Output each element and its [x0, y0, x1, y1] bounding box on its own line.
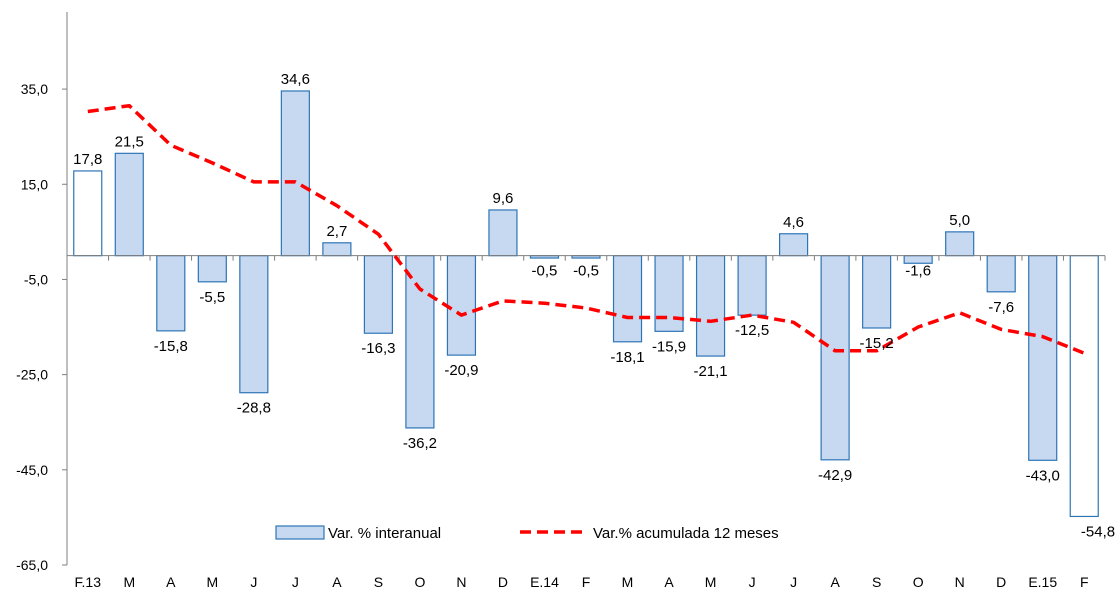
data-label: -0,5 [532, 263, 558, 280]
bar [322, 242, 352, 257]
bar [778, 233, 809, 257]
x-tick-label: E.14 [530, 574, 559, 590]
x-tick-label: N [456, 574, 466, 590]
x-tick-label: M [206, 574, 218, 590]
data-label: -28,8 [237, 400, 271, 417]
x-tick-label: M [622, 574, 634, 590]
data-label: -7,6 [988, 299, 1014, 316]
legend-label-acumulada: Var.% acumulada 12 meses [593, 525, 779, 542]
bar [446, 255, 477, 356]
data-label: -21,1 [693, 363, 727, 380]
bar [197, 255, 227, 283]
data-label: 5,0 [949, 212, 970, 229]
x-tick-label: E.15 [1028, 574, 1057, 590]
data-label: -15,8 [154, 338, 188, 355]
x-tick-label: M [123, 574, 135, 590]
x-tick-label: F.13 [75, 574, 102, 590]
bar [737, 255, 767, 316]
bar [862, 255, 892, 329]
x-tick-label: A [664, 574, 674, 590]
bar [612, 255, 643, 343]
bar [1028, 255, 1058, 461]
x-tick-label: J [790, 574, 797, 590]
data-label: -1,6 [905, 263, 931, 280]
bar [488, 209, 518, 257]
y-tick-label: -45,0 [16, 462, 48, 478]
x-tick-label: F [582, 574, 591, 590]
y-tick-label: 15,0 [21, 176, 48, 192]
data-label: -43,0 [1026, 467, 1060, 484]
x-tick-label: J [250, 574, 257, 590]
data-label: -16,3 [361, 340, 395, 357]
x-tick-label: A [332, 574, 342, 590]
data-label: -5,5 [199, 289, 225, 306]
bar [73, 170, 103, 257]
y-tick-label: -65,0 [16, 557, 48, 573]
data-label: -42,9 [818, 467, 852, 484]
y-tick-label: -25,0 [16, 367, 48, 383]
x-tick-label: A [166, 574, 176, 590]
data-label: -12,5 [735, 322, 769, 339]
data-label: 21,5 [115, 133, 144, 150]
data-label: -36,2 [403, 435, 437, 452]
x-tick-label: S [374, 574, 383, 590]
data-label: 9,6 [493, 190, 514, 207]
bar [156, 255, 186, 332]
bar [239, 255, 269, 394]
data-label: -15,2 [860, 335, 894, 352]
bar [363, 255, 393, 334]
x-tick-label: D [996, 574, 1006, 590]
data-label: -15,9 [652, 338, 686, 355]
data-label: -20,9 [444, 362, 478, 379]
x-tick-label: F [1080, 574, 1089, 590]
x-tick-label: O [913, 574, 924, 590]
data-label: -18,1 [610, 349, 644, 366]
bar [695, 255, 726, 357]
bar [986, 255, 1016, 293]
data-label: 4,6 [783, 214, 804, 231]
legend-bar-swatch [275, 525, 325, 540]
x-tick-label: A [830, 574, 840, 590]
x-tick-label: S [872, 574, 881, 590]
bar [280, 90, 310, 257]
bar [820, 255, 850, 461]
cumulative-line [87, 103, 1085, 355]
data-label: 2,7 [326, 223, 347, 240]
data-label: -0,5 [573, 263, 599, 280]
x-tick-label: M [705, 574, 717, 590]
x-tick-label: N [955, 574, 965, 590]
y-tick-label: -5,0 [24, 271, 48, 287]
data-label: 34,6 [281, 71, 310, 88]
x-tick-label: J [292, 574, 299, 590]
data-label: 17,8 [73, 151, 102, 168]
bar [945, 231, 975, 257]
bar [1069, 255, 1099, 518]
bar [114, 152, 144, 257]
x-tick-label: D [498, 574, 508, 590]
data-label: -54,8 [1081, 523, 1115, 540]
x-tick-label: J [749, 574, 756, 590]
bar [405, 255, 435, 429]
x-tick-label: O [414, 574, 425, 590]
legend-label-interanual: Var. % interanual [328, 525, 441, 542]
y-tick-label: 35,0 [21, 81, 48, 97]
